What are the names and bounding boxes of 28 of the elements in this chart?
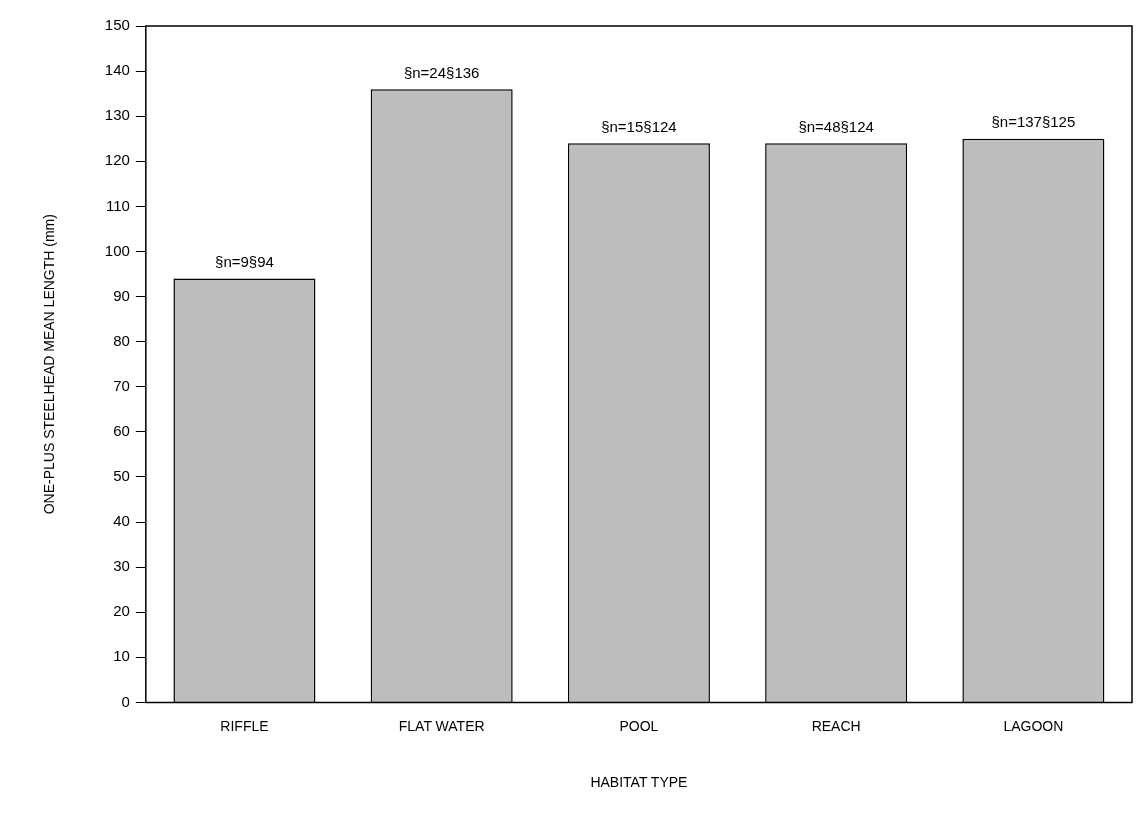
y-tick-label: 10	[113, 647, 130, 665]
data-label: §n=137§125	[991, 113, 1076, 131]
x-tick-label: POOL	[619, 717, 659, 734]
y-tick-label: 90	[113, 286, 130, 304]
x-tick-label: RIFFLE	[220, 717, 269, 734]
y-tick-label: 140	[104, 61, 130, 79]
x-tick-label: LAGOON	[1003, 717, 1064, 734]
y-tick-label: 80	[113, 331, 130, 349]
y-tick-label: 130	[104, 106, 130, 124]
data-label: §n=9§94	[215, 253, 274, 271]
x-tick-label: REACH	[811, 717, 861, 734]
x-tick-label: FLAT WATER	[398, 717, 485, 734]
y-tick-label: 70	[113, 376, 130, 394]
y-tick-label: 0	[121, 692, 130, 710]
y-tick-label: 50	[113, 467, 130, 485]
data-label: §n=24§136	[403, 63, 480, 81]
y-tick-label: 30	[113, 557, 130, 575]
y-tick-label: 60	[113, 421, 130, 439]
x-axis-title: HABITAT TYPE	[590, 774, 688, 791]
data-label: §n=15§124	[601, 117, 677, 135]
y-axis-title: ONE-PLUS STEELHEAD MEAN LENGTH (mm)	[41, 214, 58, 515]
y-tick-label: 100	[104, 241, 130, 259]
y-tick-label: 120	[104, 151, 130, 169]
data-label: §n=48§124	[798, 117, 874, 135]
y-tick-label: 20	[113, 602, 130, 620]
y-tick-label: 150	[104, 16, 130, 34]
y-tick-label: 110	[105, 196, 130, 214]
y-tick-label: 40	[113, 512, 130, 530]
